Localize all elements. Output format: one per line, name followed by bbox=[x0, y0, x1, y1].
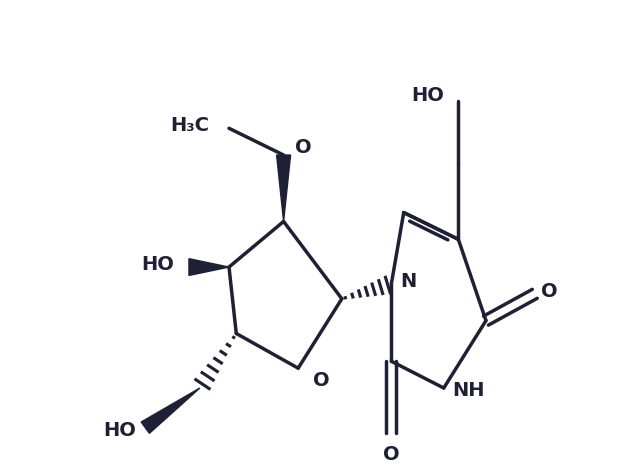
Text: O: O bbox=[313, 370, 330, 390]
Polygon shape bbox=[276, 155, 291, 221]
Text: HO: HO bbox=[104, 421, 136, 440]
Polygon shape bbox=[141, 388, 200, 433]
Text: HO: HO bbox=[141, 255, 174, 274]
Text: H₃C: H₃C bbox=[170, 116, 209, 135]
Text: NH: NH bbox=[452, 382, 485, 400]
Text: HO: HO bbox=[411, 86, 444, 105]
Polygon shape bbox=[189, 258, 229, 275]
Text: O: O bbox=[541, 282, 558, 301]
Text: N: N bbox=[400, 273, 417, 291]
Text: O: O bbox=[383, 445, 399, 463]
Text: O: O bbox=[294, 138, 311, 157]
